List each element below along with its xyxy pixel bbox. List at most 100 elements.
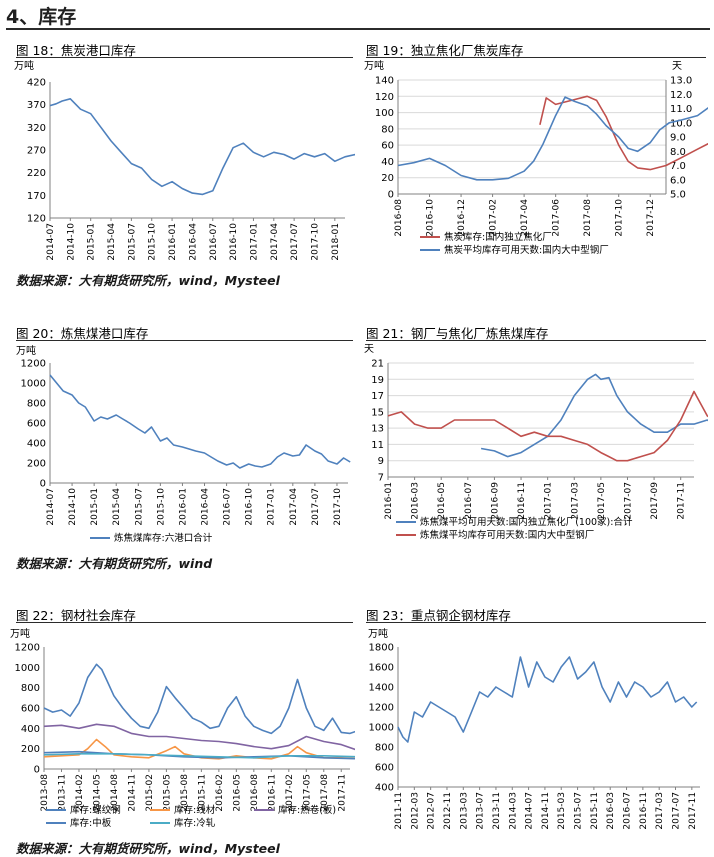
y-tick-label: 20: [381, 173, 394, 184]
y-tick-label: 120: [375, 92, 394, 103]
x-tick-label: 2015-01: [87, 223, 97, 261]
legend-label: 焦炭平均库存可用天数:国内大中型钢厂: [444, 244, 609, 256]
x-tick-label: 2014-02: [75, 774, 85, 812]
x-tick-label: 2014-11: [127, 774, 137, 812]
y-tick-label: 0: [34, 765, 40, 776]
x-tick-label: 2017-05: [597, 482, 607, 520]
x-tick-label: 2017-01: [249, 223, 259, 261]
y2-tick-label: 8.0: [670, 147, 686, 158]
x-tick-label: 2015-11: [197, 774, 207, 812]
x-tick-label: 2012-07: [427, 792, 437, 830]
legend-label: 炼焦煤平均可用天数:国内独立焦化厂(100家):合计: [420, 516, 633, 528]
y-tick-label: 9: [378, 456, 384, 467]
y2-tick-label: 9.0: [670, 133, 686, 144]
section-title: 4、库存: [6, 6, 77, 28]
x-tick-label: 2017-04: [289, 488, 299, 526]
series-line-4: [43, 750, 355, 760]
figure-rule-19: [366, 57, 706, 58]
source-note-row1: 数据来源：大有期货研究所，wind，Mysteel: [16, 273, 280, 288]
y-tick-label: 420: [27, 78, 46, 89]
x-tick-label: 2012-03: [410, 792, 420, 830]
x-tick-label: 2013-11: [57, 774, 67, 812]
legend-label: 库存:线材: [174, 804, 216, 816]
y-tick-label: 800: [375, 743, 394, 754]
y-tick-label: 800: [21, 683, 40, 694]
figure-title-22: 图 22：钢材社会库存: [16, 608, 136, 623]
x-tick-label: 2017-07: [672, 792, 682, 830]
y-tick-label: 80: [381, 124, 394, 135]
source-note-row2: 数据来源：大有期货研究所，wind: [16, 556, 213, 571]
x-tick-label: 2017-02: [489, 199, 499, 237]
chart-coke-port-inventory: 万吨 120 170 220 270 320 370 420 2014-07 2014-10 201…: [14, 59, 355, 261]
x-tick-label: 2011-11: [394, 792, 404, 830]
figure-title-20: 图 20：炼焦煤港口库存: [16, 326, 149, 341]
y-tick-label: 0: [40, 479, 46, 490]
series-line-5: [43, 753, 355, 759]
x-tick-label: 2017-08: [583, 199, 593, 237]
series-line-2: [397, 96, 708, 181]
x-tick-label: 2017-10: [615, 199, 625, 237]
x-tick-label: 2015-08: [180, 774, 190, 812]
y-tick-label: 320: [27, 123, 46, 134]
x-tick-label: 2014-08: [110, 774, 120, 812]
x-tick-label: 2016-03: [606, 792, 616, 830]
y-tick-label: 1200: [21, 359, 46, 370]
y-tick-label: 400: [375, 783, 394, 794]
y-axis-unit: 天: [364, 344, 374, 355]
x-tick-label: 2017-10: [333, 488, 343, 526]
y-tick-label: 21: [371, 359, 384, 370]
x-tick-label: 2014-05: [92, 774, 102, 812]
y-tick-label: 1800: [369, 643, 394, 654]
x-tick-label: 2016-09: [490, 482, 500, 520]
legend-label: 炼焦煤库存:六港口合计: [114, 532, 213, 544]
y-tick-label: 1000: [21, 379, 46, 390]
y2-axis-unit: 天: [672, 61, 682, 72]
x-tick-label: 2014-07: [46, 223, 56, 261]
x-tick-label: 2017-04: [520, 199, 530, 237]
y-tick-label: 0: [388, 190, 394, 201]
y2-tick-label: 5.0: [670, 190, 686, 201]
y-tick-label: 370: [27, 100, 46, 111]
x-tick-label: 2017-03: [655, 792, 665, 830]
y-tick-label: 1600: [369, 663, 394, 674]
y2-tick-label: 12.0: [670, 90, 692, 101]
series-line-1: [480, 373, 708, 458]
x-tick-label: 2016-11: [639, 792, 649, 830]
x-tick-label: 2016-10: [245, 488, 255, 526]
series-line-1: [49, 374, 351, 469]
chart-steel-social-inventory: 万吨 0 200 400 600 800 1000 1200 2013-08 2013-11 201…: [10, 627, 355, 829]
y-tick-label: 600: [375, 763, 394, 774]
series-line-1: [539, 95, 708, 171]
y-tick-label: 15: [371, 407, 384, 418]
x-tick-label: 2014-10: [68, 488, 78, 526]
x-tick-label: 2013-08: [40, 774, 50, 812]
series-line-3: [43, 723, 355, 751]
legend-label: 库存:螺纹钢: [70, 804, 121, 816]
y-tick-label: 1200: [15, 643, 40, 654]
figure-title-23: 图 23：重点钢企钢材库存: [366, 608, 511, 623]
legend-label: 库存:热卷(板): [278, 804, 336, 816]
y-tick-label: 7: [378, 473, 384, 484]
figure-rule-20: [16, 340, 353, 341]
chart-coking-coal-days: 天 7 9 11 13 15 17 19 21 2016-01 2016-03 2016-05 2016…: [364, 344, 708, 541]
y-tick-label: 17: [371, 391, 384, 402]
x-tick-label: 2016-08: [394, 199, 404, 237]
y-tick-label: 800: [27, 399, 46, 410]
figure-title-18: 图 18：焦炭港口库存: [16, 43, 136, 58]
x-tick-label: 2014-11: [541, 792, 551, 830]
x-tick-label: 2014-07: [46, 488, 56, 526]
y-tick-label: 200: [27, 459, 46, 470]
figure-title-21: 图 21：钢厂与焦化厂炼焦煤库存: [366, 326, 549, 341]
x-tick-label: 2017-11: [688, 792, 698, 830]
figure-rule-23: [366, 622, 706, 623]
series-line-1: [49, 97, 355, 196]
x-tick-label: 2015-01: [90, 488, 100, 526]
y-tick-label: 19: [371, 375, 384, 386]
x-tick-label: 2014-03: [508, 792, 518, 830]
x-tick-label: 2015-10: [148, 223, 158, 261]
x-tick-label: 2017-01: [267, 488, 277, 526]
x-tick-label: 2015-07: [127, 223, 137, 261]
x-tick-label: 2016-07: [623, 792, 633, 830]
x-tick-label: 2016-05: [437, 482, 447, 520]
series-line-2: [43, 738, 355, 760]
